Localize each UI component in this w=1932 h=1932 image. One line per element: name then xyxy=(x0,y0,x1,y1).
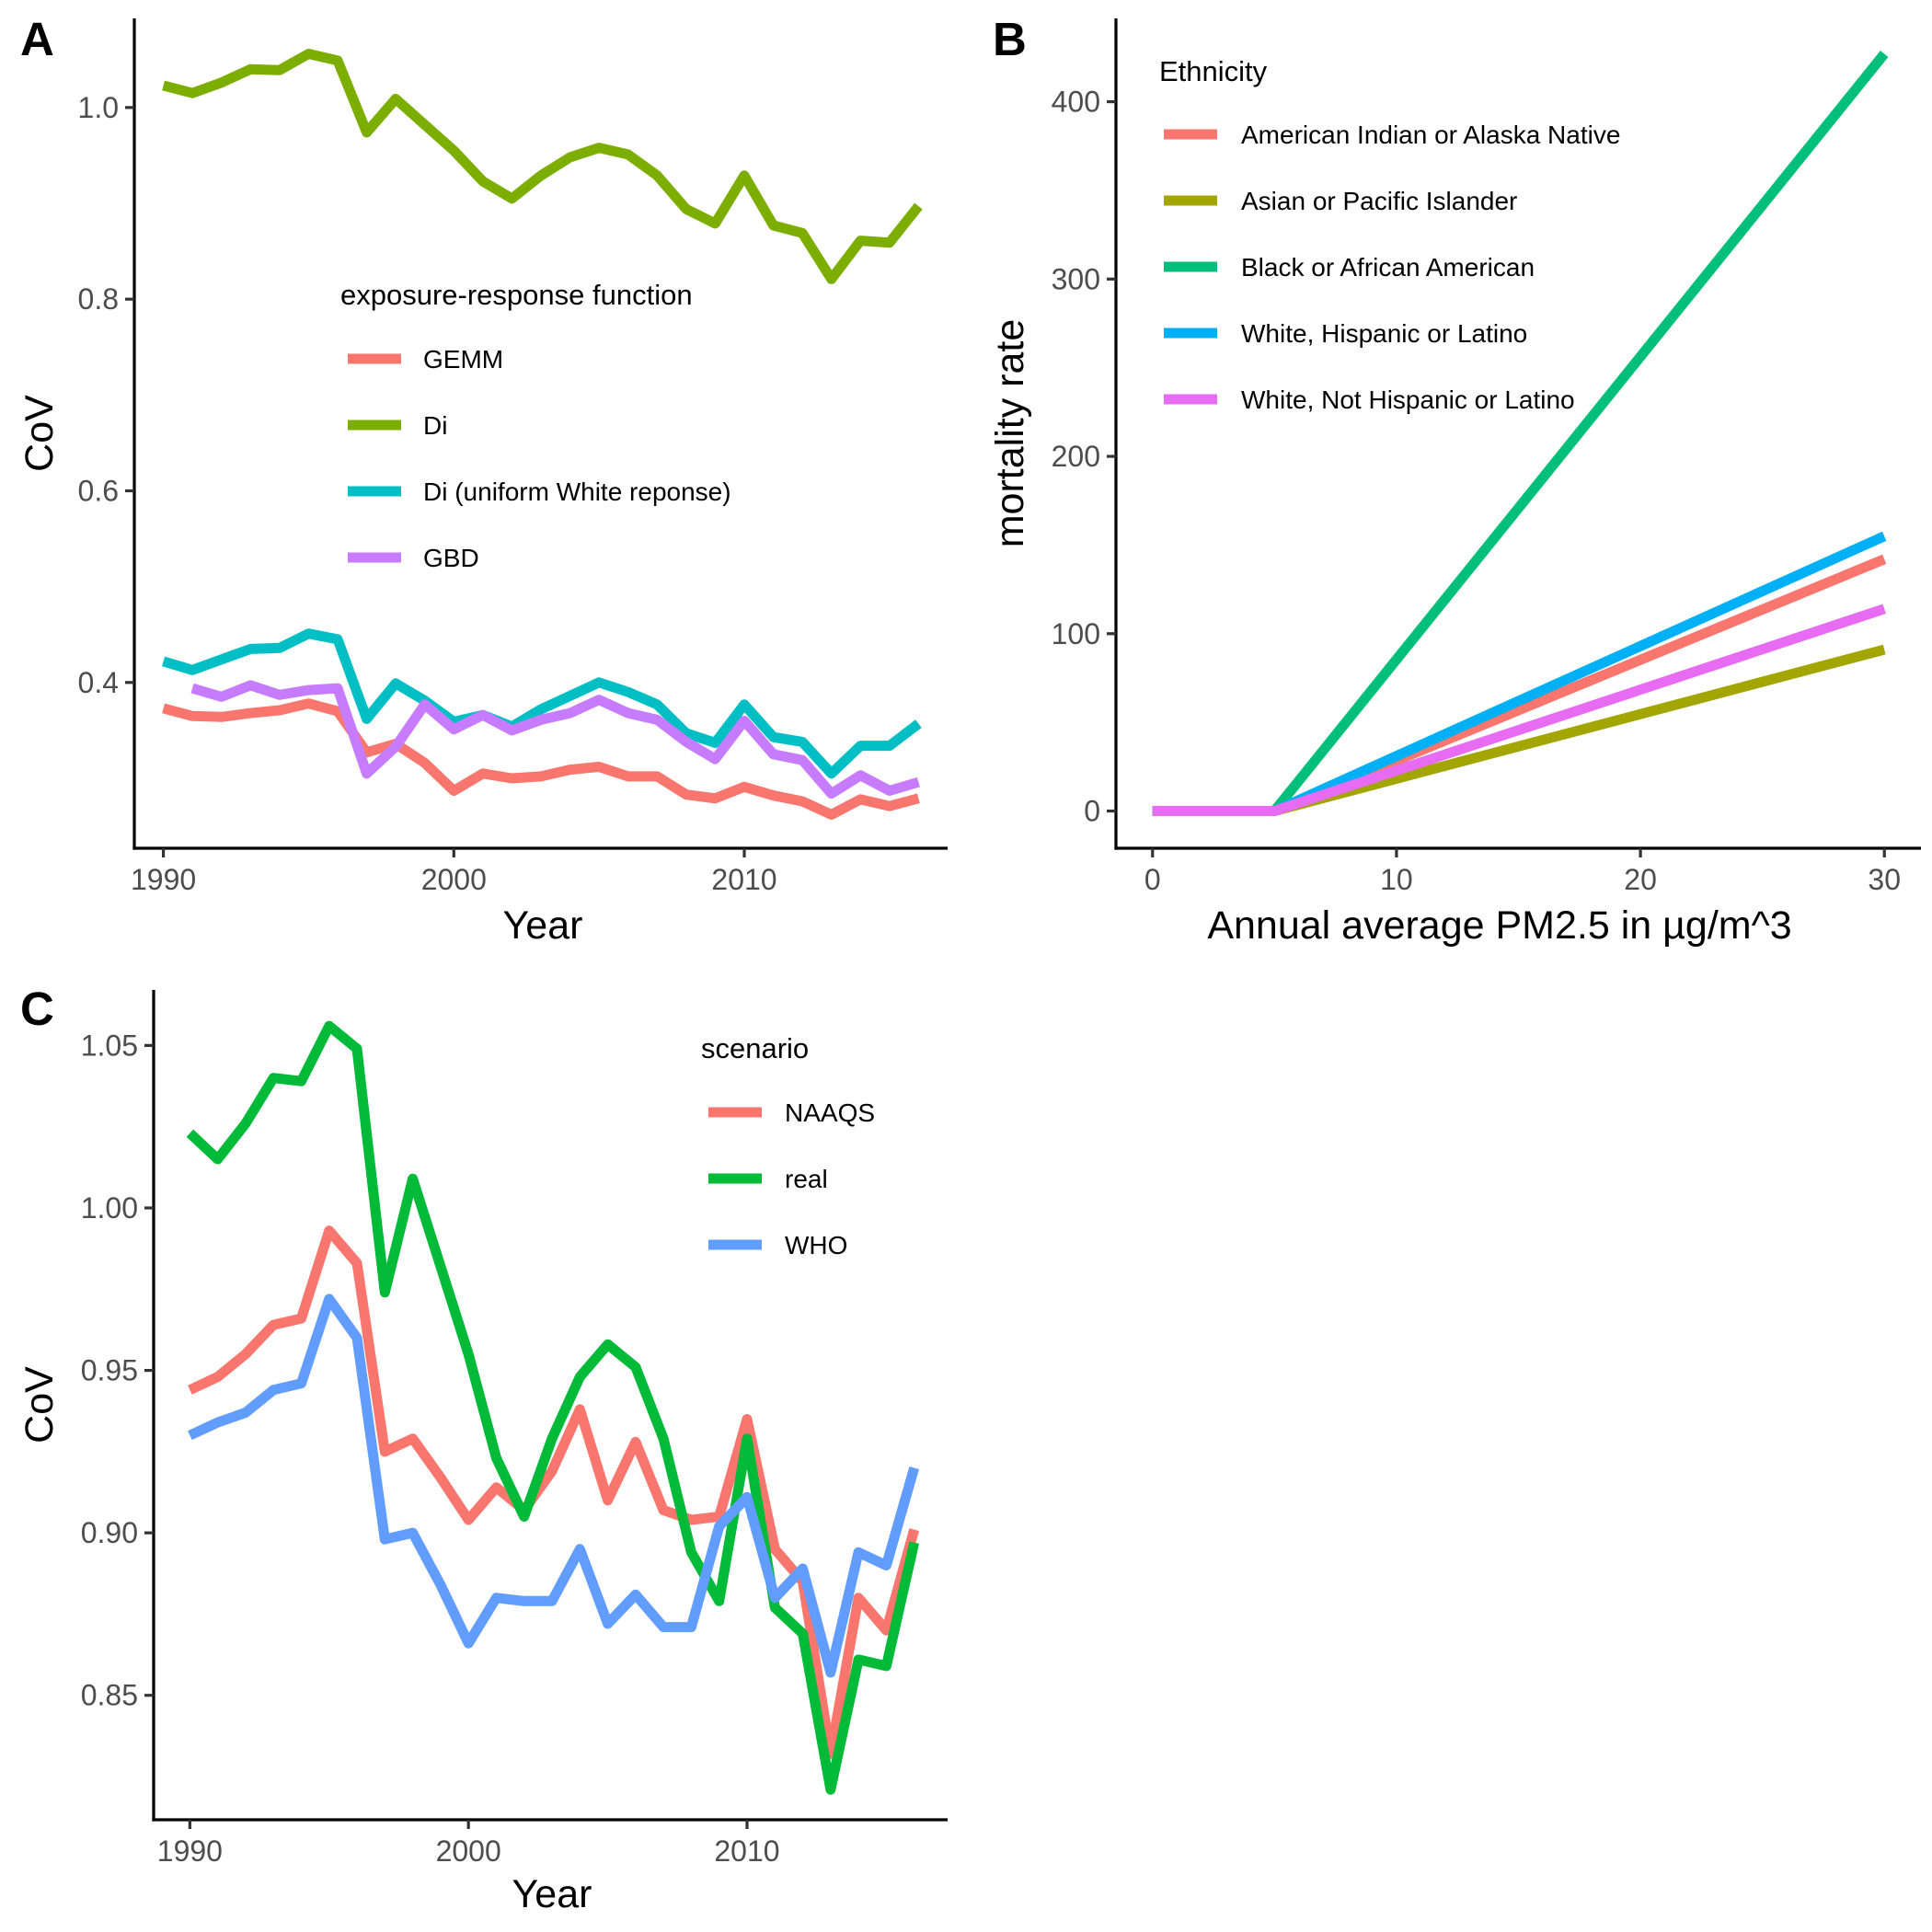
legend-label: Asian or Pacific Islander xyxy=(1241,187,1517,215)
series-line-who xyxy=(188,1294,919,1678)
series-line-real xyxy=(186,1020,920,1795)
legend-label: Black or African American xyxy=(1241,253,1535,282)
y-tick-label: 1.05 xyxy=(81,1029,138,1062)
series-line-gbd xyxy=(190,680,920,799)
y-tick-label: 1.0 xyxy=(78,91,119,124)
y-tick-label: 0.85 xyxy=(81,1679,138,1712)
series-line-white-not-hispanic-or-latino xyxy=(1152,604,1886,816)
series-line-di xyxy=(162,49,923,284)
y-tick-label: 0.8 xyxy=(78,282,119,316)
x-axis-title: Year xyxy=(512,1872,592,1916)
legend-label: White, Not Hispanic or Latino xyxy=(1241,385,1575,414)
series-line-american-indian-or-alaska-native xyxy=(1152,554,1887,816)
series-line-di-uniform-white-reponse xyxy=(162,628,922,779)
x-tick-label: 2000 xyxy=(436,1834,501,1868)
panel-c: C 1990 2000 2010 0.85 0.90 0.95 1.00 1.05 Year CoV… xyxy=(17,983,948,1916)
y-tick-label: 0.95 xyxy=(81,1354,138,1387)
y-tick-label: 0.6 xyxy=(78,474,119,507)
x-tick-label: 0 xyxy=(1144,863,1161,896)
x-axis-title: Year xyxy=(503,903,583,948)
y-tick-label: 0.90 xyxy=(81,1516,138,1549)
legend-label: WHO xyxy=(785,1231,847,1259)
series-line-naaqs xyxy=(188,1225,920,1759)
x-tick-label: 1990 xyxy=(131,863,196,896)
y-tick-label: 200 xyxy=(1052,440,1100,473)
legend: Ethnicity American Indian or Alaska Nativ… xyxy=(1159,55,1620,414)
series-line-gemm xyxy=(162,698,920,820)
legend-label: American Indian or Alaska Native xyxy=(1241,121,1620,149)
y-axis-title: mortality rate xyxy=(988,319,1032,548)
x-tick-label: 2000 xyxy=(421,863,487,896)
y-tick-label: 400 xyxy=(1052,86,1100,119)
y-axis-title: CoV xyxy=(17,1366,62,1443)
legend-label: White, Hispanic or Latino xyxy=(1241,319,1527,348)
y-tick-label: 0 xyxy=(1084,795,1100,828)
legend-label: Di (uniform White reponse) xyxy=(423,477,731,506)
x-tick-label: 2010 xyxy=(714,1834,779,1868)
y-tick-label: 1.00 xyxy=(81,1191,138,1225)
panel-letter: B xyxy=(993,13,1027,65)
x-tick-label: 10 xyxy=(1380,863,1413,896)
x-axis-title: Annual average PM2.5 in µg/m^3 xyxy=(1207,903,1791,948)
y-tick-label: 0.4 xyxy=(78,666,119,699)
legend: exposure-response function GEMM Di Di (unif… xyxy=(340,279,731,572)
legend-label: NAAQS xyxy=(785,1098,875,1127)
y-tick-label: 100 xyxy=(1052,617,1100,650)
legend-title: scenario xyxy=(701,1032,809,1064)
panel-a: A 1990 2000 2010 0.4 0.6 0.8 1.0 Year CoV exposure… xyxy=(17,13,948,948)
panel-letter: C xyxy=(20,983,54,1035)
legend-label: GBD xyxy=(423,544,479,572)
legend-label: real xyxy=(785,1165,828,1193)
x-tick-label: 2010 xyxy=(711,863,776,896)
legend-title: exposure-response function xyxy=(340,279,693,311)
legend-label: GEMM xyxy=(423,345,503,374)
x-tick-label: 20 xyxy=(1624,863,1657,896)
y-axis-title: CoV xyxy=(17,395,62,472)
panel-letter: A xyxy=(20,13,54,65)
y-tick-label: 300 xyxy=(1052,262,1100,295)
x-tick-label: 1990 xyxy=(157,1834,223,1868)
legend-title: Ethnicity xyxy=(1159,55,1268,87)
legend-label: Di xyxy=(423,411,447,440)
legend: scenario NAAQS real WHO xyxy=(701,1032,875,1259)
x-tick-label: 30 xyxy=(1868,863,1901,896)
